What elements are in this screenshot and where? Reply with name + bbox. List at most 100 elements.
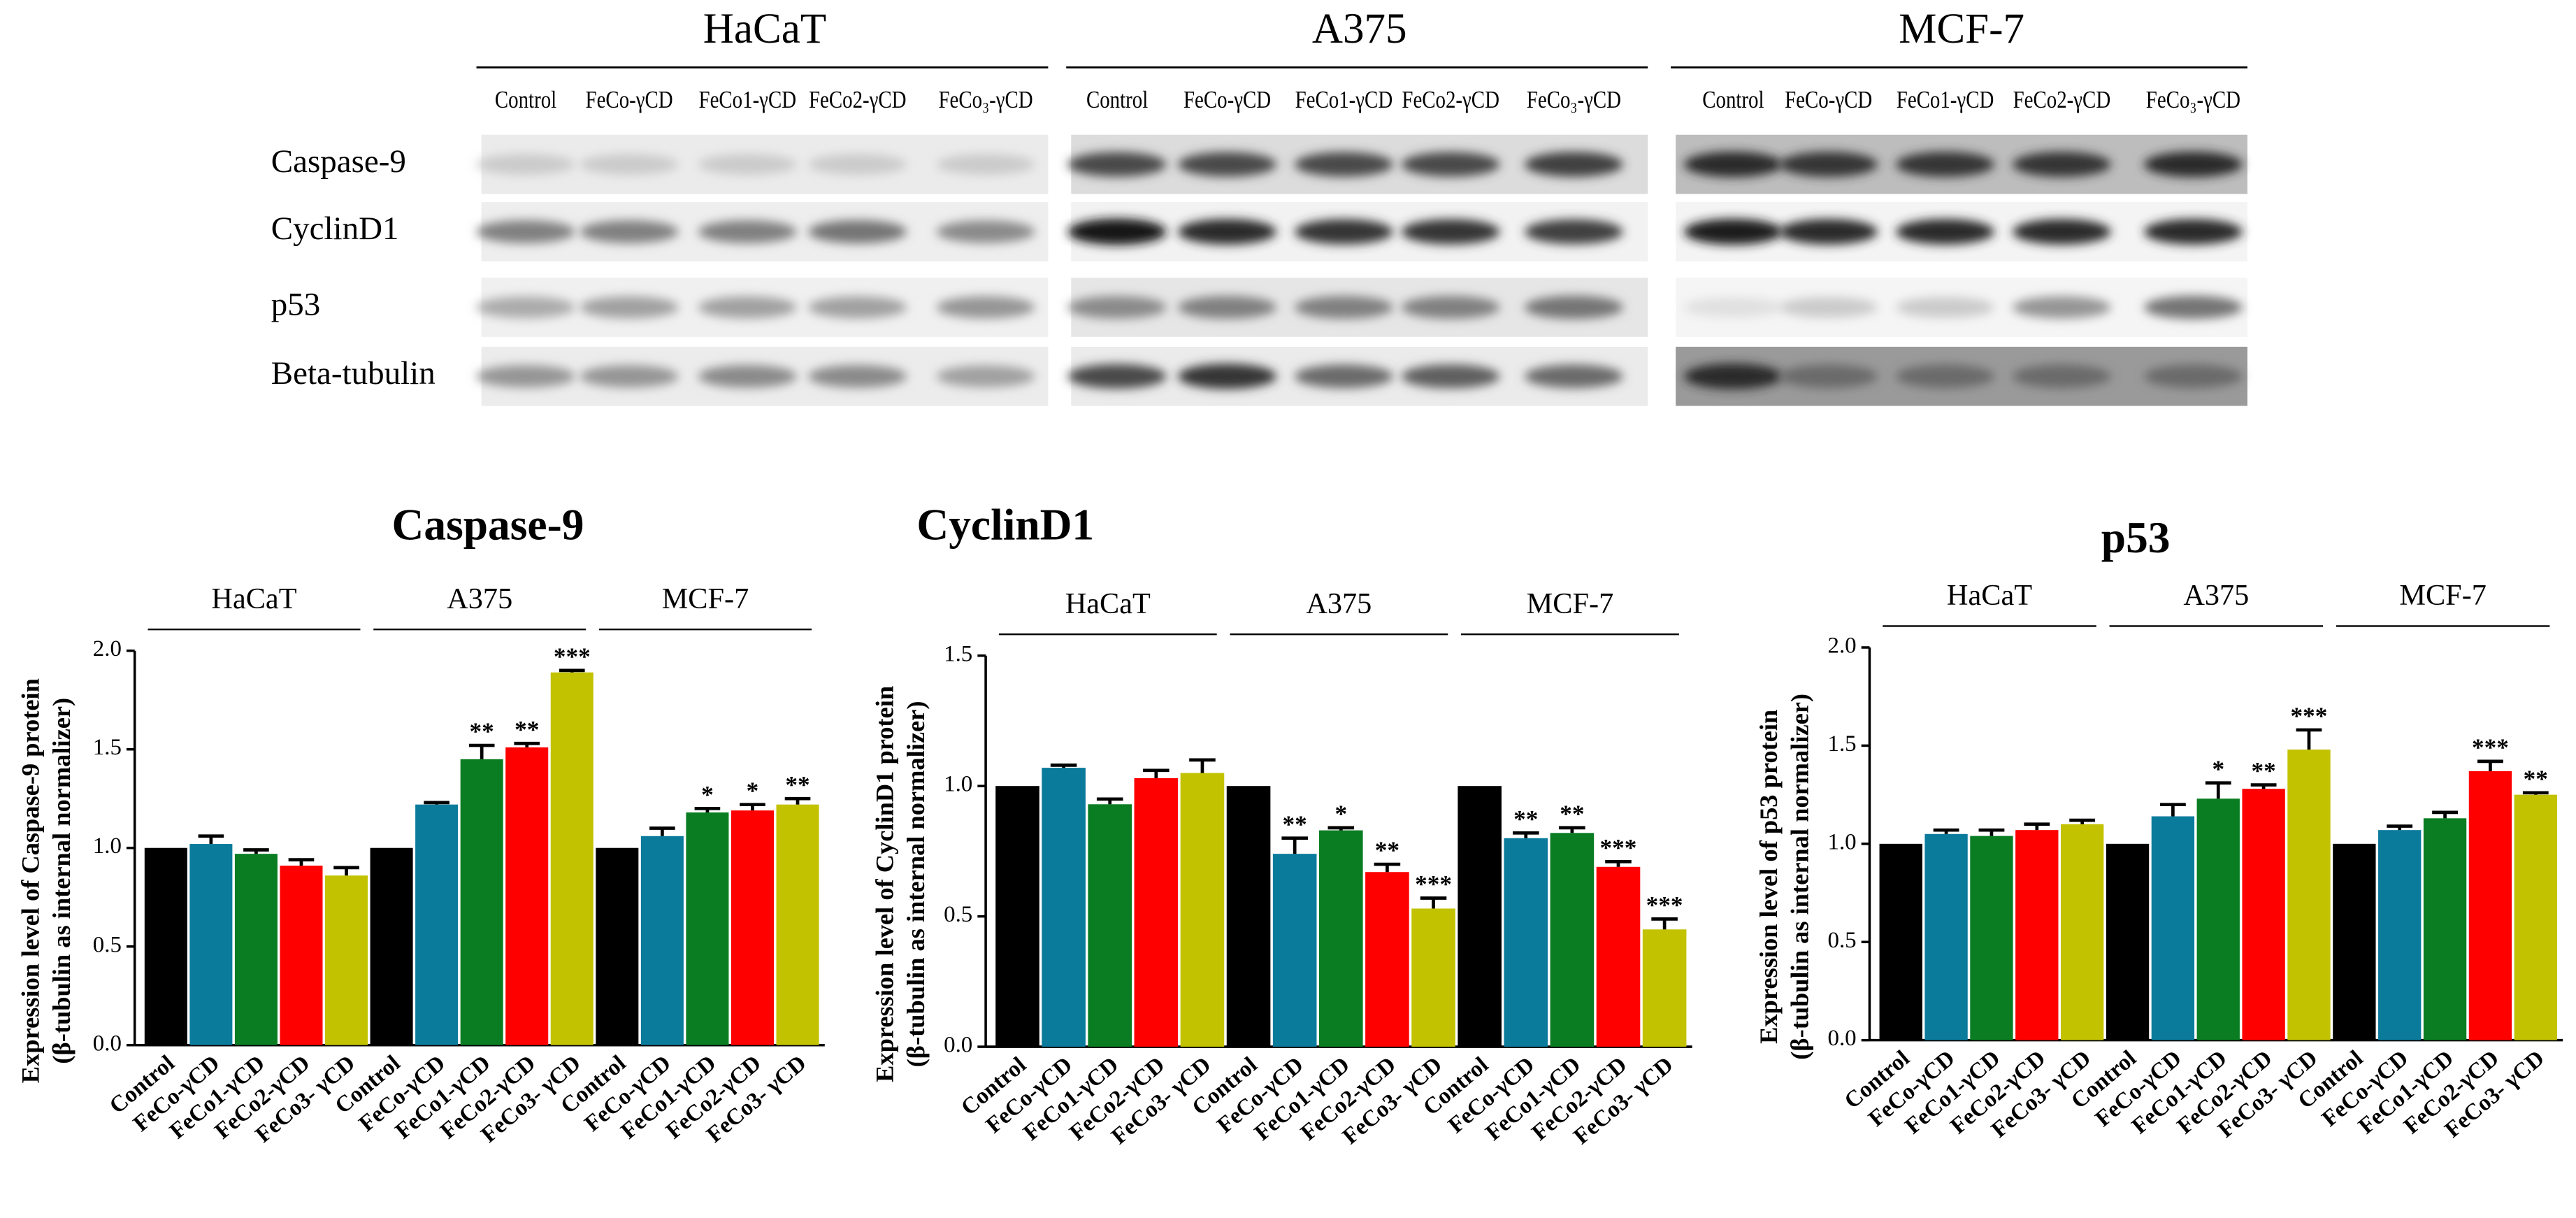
bar xyxy=(1596,866,1641,1047)
lane-label: FeCo1-γCD xyxy=(1897,85,1994,113)
bar xyxy=(1318,830,1363,1047)
group-label: MCF-7 xyxy=(2399,579,2487,612)
bar xyxy=(2423,818,2467,1040)
bar xyxy=(1458,786,1502,1047)
significance-label: * xyxy=(1334,800,1347,827)
significance-label: ** xyxy=(1560,800,1584,827)
y-tick-label: 2.0 xyxy=(93,636,122,661)
blot-band xyxy=(1779,364,1878,389)
bar xyxy=(1226,786,1271,1047)
protein-label: Beta-tubulin xyxy=(271,355,436,392)
lane-label: FeCo-γCD xyxy=(1785,85,1872,113)
blot-band xyxy=(476,365,575,388)
y-axis-label: (β-tubulin as internal normalizer) xyxy=(902,701,930,1068)
lane-label: FeCo₃-γCD xyxy=(2146,85,2240,113)
bar xyxy=(2514,794,2557,1040)
bar xyxy=(550,672,593,1045)
blot-band xyxy=(476,296,575,319)
blot-band xyxy=(1524,364,1623,389)
significance-label: ** xyxy=(1375,837,1399,864)
lane-label: FeCo1-γCD xyxy=(1295,85,1393,113)
bar xyxy=(460,759,503,1045)
significance-label: *** xyxy=(1600,834,1637,861)
bar xyxy=(1924,833,1968,1040)
blot-band xyxy=(1683,363,1783,389)
blot-band xyxy=(1524,152,1623,177)
bar xyxy=(505,747,549,1045)
bar xyxy=(280,866,323,1045)
blot-band xyxy=(2143,364,2243,389)
blot-band xyxy=(2012,219,2111,245)
blot-band xyxy=(1779,219,1878,245)
y-tick-label: 2.0 xyxy=(1828,633,1857,659)
blot-band xyxy=(476,220,575,243)
protein-label: p53 xyxy=(271,286,320,322)
significance-label: *** xyxy=(1415,870,1452,898)
group-label: MCF-7 xyxy=(1527,587,1614,620)
lane-label: FeCo2-γCD xyxy=(2013,85,2111,113)
y-tick-label: 0.0 xyxy=(944,1033,972,1058)
blot-band xyxy=(1178,152,1277,177)
blot-band xyxy=(1294,296,1393,319)
bar xyxy=(1550,833,1595,1047)
bar xyxy=(2106,843,2150,1040)
blot-band xyxy=(936,365,1035,387)
significance-label: ** xyxy=(2251,757,2275,784)
group-label: A375 xyxy=(447,582,512,615)
blot-band xyxy=(698,365,797,388)
blot-band xyxy=(1779,296,1878,318)
blot-band xyxy=(808,220,907,244)
y-axis-label: Expression level of CyclinD1 protein xyxy=(870,686,898,1082)
lane-label: FeCo1-γCD xyxy=(699,85,797,113)
bar xyxy=(731,810,774,1045)
y-tick-label: 0.5 xyxy=(93,932,122,957)
blot-band xyxy=(1683,297,1783,317)
bar xyxy=(2061,824,2104,1040)
significance-label: *** xyxy=(2291,703,2328,730)
group-label: MCF-7 xyxy=(662,582,749,615)
y-axis-label: (β-tubulin as internal normalizer) xyxy=(1785,694,1813,1060)
y-tick-label: 1.0 xyxy=(1828,829,1857,854)
blot-band xyxy=(1779,151,1878,178)
blot-band xyxy=(580,365,679,388)
significance-label: ** xyxy=(1283,810,1307,838)
significance-label: ** xyxy=(470,718,494,745)
bar xyxy=(2196,798,2240,1040)
bar xyxy=(995,786,1039,1047)
bar xyxy=(189,844,233,1045)
bar xyxy=(686,812,729,1045)
bar xyxy=(2468,771,2512,1040)
blot-band xyxy=(2143,295,2243,320)
blot-band xyxy=(1178,219,1277,245)
bar xyxy=(2287,750,2331,1040)
blot-band xyxy=(2012,151,2111,178)
blot-band xyxy=(936,296,1035,319)
blot-band xyxy=(698,154,797,175)
blot-band xyxy=(1178,364,1277,389)
bar xyxy=(2151,816,2195,1040)
blot-band xyxy=(580,296,679,319)
blot-band xyxy=(1896,219,1995,245)
blot-band xyxy=(1067,152,1167,177)
bar xyxy=(370,847,413,1045)
cell-line-title: HaCaT xyxy=(703,6,826,52)
group-label: A375 xyxy=(1306,587,1372,620)
blot-band xyxy=(1294,364,1393,389)
protein-label: CyclinD1 xyxy=(271,210,399,247)
y-tick-label: 1.5 xyxy=(944,641,972,666)
protein-label: Caspase-9 xyxy=(271,143,406,180)
blot-band xyxy=(580,220,679,243)
lane-label: FeCo₃-γCD xyxy=(1527,85,1621,113)
significance-label: *** xyxy=(1646,891,1683,919)
chart-title: Caspase-9 xyxy=(392,499,584,549)
blot-band xyxy=(698,220,797,243)
lane-label: FeCo-γCD xyxy=(1183,85,1271,113)
blot-band xyxy=(1896,151,1995,178)
blot-band xyxy=(2143,151,2243,178)
blot-band xyxy=(1294,152,1393,177)
group-label: HaCaT xyxy=(1947,579,2032,612)
bar xyxy=(1134,778,1179,1047)
y-axis-label: Expression level of Caspase-9 protein xyxy=(16,678,44,1083)
bar xyxy=(2378,830,2422,1040)
